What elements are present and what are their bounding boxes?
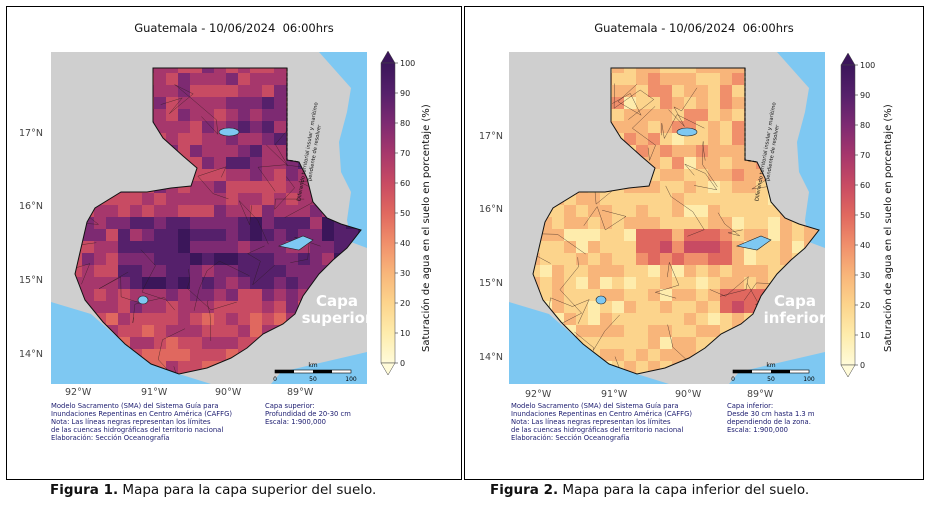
- credit-line: Modelo Sacramento (SMA) del Sistema Guía…: [51, 402, 219, 410]
- colorbar-tick: 80: [400, 119, 410, 128]
- figure-caption: Figura 1. Mapa para la capa superior del…: [50, 482, 376, 498]
- credit-line: de las cuencas hidrográficas del territo…: [511, 426, 684, 434]
- colorbar: 100 90 80 70 60 50 40 30 20 10 0: [379, 49, 423, 383]
- map-title: Guatemala - 10/06/2024 06:00hrs: [594, 21, 794, 35]
- layer-info-line: Escala: 1:900,000: [727, 426, 788, 434]
- colorbar-tick: 100: [400, 59, 415, 68]
- colorbar-label: Saturación de agua en el suelo en porcen…: [421, 104, 432, 352]
- colorbar-tick: 30: [860, 271, 870, 280]
- colorbar-tick: 20: [400, 299, 410, 308]
- lat-tick: 17°N: [19, 128, 43, 139]
- svg-text:0: 0: [731, 376, 735, 383]
- credit-line: Modelo Sacramento (SMA) del Sistema Guía…: [511, 402, 679, 410]
- layer-info-line: Profundidad de 20-30 cm: [265, 410, 351, 418]
- layer-info-line: dependiendo de la zona.: [727, 418, 811, 426]
- colorbar-tick: 90: [860, 91, 870, 100]
- layer-info: Capa superior: Profundidad de 20-30 cm E…: [265, 402, 351, 426]
- colorbar-tick: 50: [400, 209, 410, 218]
- map-canvas: Diferendo territorial insular y marítimo…: [509, 52, 825, 384]
- svg-text:km: km: [308, 362, 317, 369]
- colorbar-tick: 60: [860, 181, 870, 190]
- credit-line: Nota: Las líneas negras representan los …: [511, 418, 671, 426]
- colorbar-tick: 40: [860, 241, 870, 250]
- layer-info-line: Desde 30 cm hasta 1.3 m: [727, 410, 815, 418]
- colorbar-tick: 60: [400, 179, 410, 188]
- colorbar-tick: 70: [400, 149, 410, 158]
- colorbar-tick: 40: [400, 239, 410, 248]
- lon-tick: 89°W: [747, 389, 774, 400]
- layer-info-line: Capa superior:: [265, 402, 315, 410]
- layer-info-line: Capa inferior:: [727, 402, 774, 410]
- soil-saturation-map: Diferendo territorial insular y marítimo…: [509, 52, 825, 384]
- soil-saturation-map: Diferendo territorial insular y marítimo…: [51, 52, 367, 384]
- lat-tick: 17°N: [479, 131, 503, 142]
- layer-label: Capa inferior: [764, 292, 825, 327]
- caption-text: Mapa para la capa inferior del suelo.: [558, 482, 810, 498]
- lat-tick: 16°N: [19, 201, 43, 212]
- caption-text: Mapa para la capa superior del suelo.: [118, 482, 377, 498]
- colorbar-tick: 10: [860, 331, 870, 340]
- lon-tick: 92°W: [65, 387, 92, 398]
- scale-bar: km 0 50 100: [731, 362, 815, 383]
- figure-caption: Figura 2. Mapa para la capa inferior del…: [490, 482, 809, 498]
- credits: Modelo Sacramento (SMA) del Sistema Guía…: [51, 402, 232, 442]
- lat-tick: 14°N: [479, 352, 503, 363]
- colorbar-tick: 0: [860, 361, 865, 370]
- colorbar-tick: 100: [860, 61, 875, 70]
- svg-text:100: 100: [345, 376, 357, 383]
- svg-text:km: km: [766, 362, 775, 369]
- colorbar: 100 90 80 70 60 50 40 30 20 10 0: [839, 51, 883, 385]
- svg-text:100: 100: [803, 376, 815, 383]
- map-canvas: Diferendo territorial insular y marítimo…: [51, 52, 367, 384]
- svg-text:50: 50: [309, 376, 317, 383]
- colorbar-tick: 10: [400, 329, 410, 338]
- credit-line: Inundaciones Repentinas en Centro Améric…: [51, 410, 233, 418]
- colorbar-tick: 80: [860, 121, 870, 130]
- colorbar-tick: 30: [400, 269, 410, 278]
- caption-number: Figura 2.: [490, 482, 559, 498]
- svg-text:50: 50: [767, 376, 775, 383]
- credit-line: Elaboración: Sección Oceanografía: [511, 434, 630, 442]
- map-title: Guatemala - 10/06/2024 06:00hrs: [134, 21, 334, 35]
- map-panel-inferior: Guatemala - 10/06/2024 06:00hrs Diferend…: [464, 6, 924, 480]
- credit-line: de las cuencas hidrográficas del territo…: [51, 426, 224, 434]
- credit-line: Inundaciones Repentinas en Centro Améric…: [511, 410, 693, 418]
- lon-tick: 91°W: [601, 389, 628, 400]
- layer-info: Capa inferior: Desde 30 cm hasta 1.3 m d…: [727, 402, 815, 434]
- lon-tick: 91°W: [141, 387, 168, 398]
- colorbar-tick: 90: [400, 89, 410, 98]
- layer-info-line: Escala: 1:900,000: [265, 418, 326, 426]
- credit-line: Elaboración: Sección Oceanografía: [51, 434, 170, 442]
- lat-tick: 14°N: [19, 349, 43, 360]
- credit-line: Nota: Las líneas negras representan los …: [51, 418, 211, 426]
- svg-text:0: 0: [273, 376, 277, 383]
- colorbar-tick: 20: [860, 301, 870, 310]
- caption-number: Figura 1.: [50, 482, 119, 498]
- lat-tick: 15°N: [479, 278, 503, 289]
- map-panel-superior: Guatemala - 10/06/2024 06:00hrs Diferend…: [6, 6, 462, 480]
- lat-tick: 15°N: [19, 275, 43, 286]
- lon-tick: 92°W: [525, 389, 552, 400]
- lon-tick: 89°W: [287, 387, 314, 398]
- colorbar-tick: 70: [860, 151, 870, 160]
- scale-bar: km 0 50 100: [273, 362, 357, 383]
- colorbar-tick: 50: [860, 211, 870, 220]
- lon-tick: 90°W: [675, 389, 702, 400]
- colorbar-tick: 0: [400, 359, 405, 368]
- colorbar-label: Saturación de agua en el suelo en porcen…: [883, 104, 894, 352]
- credits: Modelo Sacramento (SMA) del Sistema Guía…: [511, 402, 692, 442]
- lat-tick: 16°N: [479, 204, 503, 215]
- lon-tick: 90°W: [215, 387, 242, 398]
- layer-label: Capa superior: [302, 292, 367, 327]
